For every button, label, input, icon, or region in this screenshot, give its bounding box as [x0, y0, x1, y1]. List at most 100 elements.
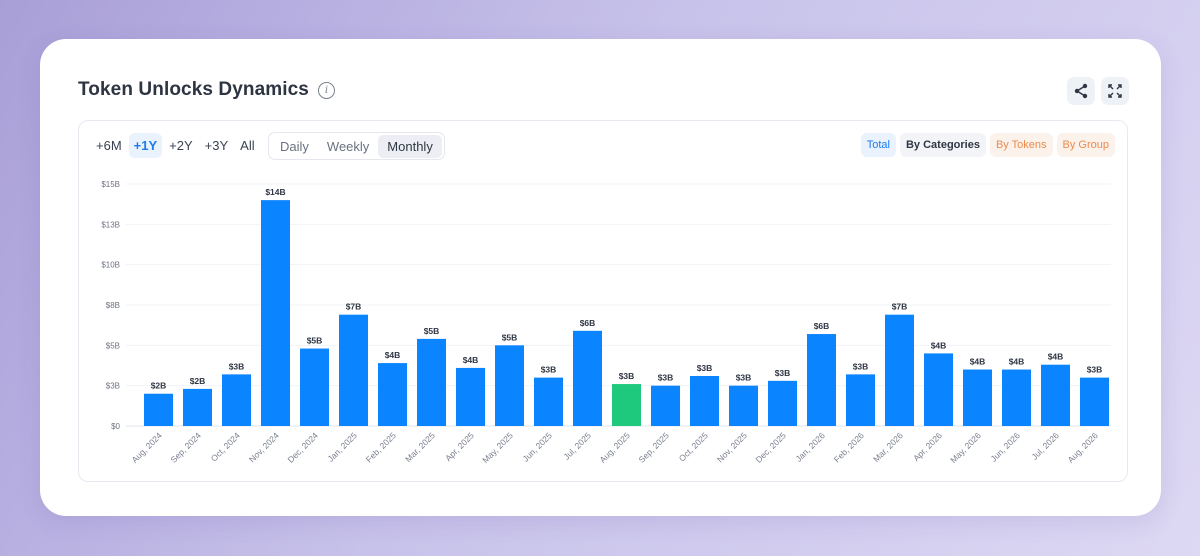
- x-tick-label: Mar, 2026: [871, 430, 905, 464]
- view-total[interactable]: Total: [860, 133, 896, 157]
- bar[interactable]: [1041, 364, 1070, 426]
- bar[interactable]: [222, 374, 251, 426]
- x-tick-label: May, 2025: [480, 430, 515, 465]
- y-tick-label: $0: [111, 422, 120, 431]
- x-tick-label: Nov, 2024: [247, 430, 281, 464]
- share-icon: [1074, 83, 1088, 99]
- interval-monthly[interactable]: Monthly: [378, 134, 442, 158]
- x-tick-label: Dec, 2024: [285, 430, 320, 465]
- view-by-tokens[interactable]: By Tokens: [989, 133, 1053, 157]
- data-label: $3B: [1087, 365, 1103, 375]
- data-label: $4B: [1048, 352, 1064, 362]
- x-tick-label: Nov, 2025: [715, 430, 749, 464]
- data-label: $7B: [892, 302, 908, 312]
- bar[interactable]: [261, 200, 290, 426]
- bar[interactable]: [1080, 377, 1109, 426]
- range-plus-2y[interactable]: +2Y: [169, 138, 193, 153]
- range-selector: +6M +1Y +2Y +3Y All: [91, 133, 260, 158]
- page-title: Token Unlocks Dynamics: [78, 79, 309, 100]
- data-label: $3B: [619, 371, 635, 381]
- x-tick-label: Aug, 2025: [597, 430, 632, 465]
- data-label: $14B: [265, 187, 285, 197]
- bar[interactable]: [339, 314, 368, 426]
- x-tick-label: Apr, 2026: [911, 430, 944, 463]
- data-label: $6B: [580, 318, 596, 328]
- data-label: $3B: [736, 373, 752, 383]
- x-tick-label: Oct, 2024: [209, 430, 242, 463]
- y-tick-label: $13B: [101, 220, 120, 229]
- y-tick-label: $5B: [106, 341, 120, 350]
- bar[interactable]: [885, 314, 914, 426]
- bar[interactable]: [378, 363, 407, 426]
- x-tick-label: Jan, 2026: [793, 430, 827, 464]
- x-tick-label: Jun, 2025: [520, 430, 554, 464]
- info-icon[interactable]: i: [317, 81, 335, 99]
- data-label: $4B: [931, 340, 947, 350]
- bar[interactable]: [846, 374, 875, 426]
- data-label: $3B: [697, 363, 713, 373]
- bar[interactable]: [456, 367, 485, 426]
- chart-panel: +6M +1Y +2Y +3Y All Daily Weekly Monthly Total…: [78, 120, 1128, 482]
- x-tick-label: Sep, 2024: [168, 430, 203, 465]
- range-plus-1y[interactable]: +1Y: [128, 133, 163, 158]
- bar[interactable]: [924, 353, 953, 426]
- range-plus-3y[interactable]: +3Y: [204, 138, 229, 153]
- y-tick-label: $8B: [106, 301, 120, 310]
- data-label: $3B: [658, 373, 674, 383]
- bar[interactable]: [573, 330, 602, 426]
- bar[interactable]: [651, 385, 680, 426]
- x-tick-label: Oct, 2025: [677, 430, 710, 463]
- x-tick-label: Sep, 2025: [636, 430, 671, 465]
- x-tick-label: Feb, 2025: [364, 430, 398, 464]
- interval-selector: Daily Weekly Monthly: [268, 132, 445, 160]
- token-unlocks-card: Token Unlocks Dynamics i +6M +1Y +2Y +3Y All…: [40, 39, 1161, 516]
- x-tick-label: Jul, 2026: [1029, 430, 1061, 462]
- y-tick-label: $10B: [101, 261, 120, 270]
- view-selector: Total By Categories By Tokens By Group: [860, 133, 1115, 157]
- interval-weekly[interactable]: Weekly: [326, 138, 370, 154]
- x-tick-label: Aug, 2026: [1065, 430, 1100, 465]
- view-by-categories[interactable]: By Categories: [899, 133, 986, 157]
- x-tick-label: Aug, 2024: [129, 430, 164, 465]
- data-label: $5B: [424, 326, 440, 336]
- bar[interactable]: [690, 375, 719, 426]
- x-tick-label: Apr, 2025: [443, 430, 476, 463]
- bar[interactable]: [612, 384, 641, 426]
- data-label: $4B: [1009, 357, 1025, 367]
- expand-button[interactable]: [1101, 77, 1129, 105]
- data-label: $2B: [190, 376, 206, 386]
- x-tick-label: Jul, 2025: [561, 430, 593, 462]
- bar[interactable]: [963, 369, 992, 426]
- data-label: $4B: [970, 357, 986, 367]
- bar[interactable]: [807, 334, 836, 426]
- interval-daily[interactable]: Daily: [280, 138, 309, 154]
- bar[interactable]: [534, 377, 563, 426]
- bar-chart: $0 $3B $5B $8B $10B $13B $15B $2B Aug, 2024 $2B Se…: [101, 180, 1111, 465]
- x-tick-label: Feb, 2026: [832, 430, 866, 464]
- x-tick-label: Jan, 2025: [325, 430, 359, 464]
- share-button[interactable]: [1067, 77, 1095, 105]
- bar[interactable]: [183, 388, 212, 426]
- range-all[interactable]: All: [240, 138, 255, 153]
- bar[interactable]: [729, 385, 758, 426]
- x-tick-label: Jun, 2026: [988, 430, 1022, 464]
- x-tick-label: Dec, 2025: [753, 430, 788, 465]
- data-label: $4B: [463, 355, 479, 365]
- bar[interactable]: [768, 380, 797, 426]
- bar[interactable]: [300, 348, 329, 426]
- x-tick-label: Mar, 2025: [403, 430, 437, 464]
- data-label: $3B: [229, 361, 245, 371]
- x-tick-label: May, 2026: [948, 430, 983, 465]
- bar[interactable]: [144, 393, 173, 426]
- range-plus-6m[interactable]: +6M: [96, 138, 122, 153]
- expand-icon: [1108, 84, 1122, 98]
- bar[interactable]: [1002, 369, 1031, 426]
- y-tick-label: $15B: [101, 180, 120, 189]
- view-by-group[interactable]: By Group: [1056, 133, 1115, 157]
- y-tick-label: $3B: [106, 382, 120, 391]
- bar[interactable]: [417, 338, 446, 426]
- data-label: $7B: [346, 302, 362, 312]
- data-label: $3B: [853, 361, 869, 371]
- bar[interactable]: [495, 345, 524, 426]
- data-label: $3B: [541, 365, 557, 375]
